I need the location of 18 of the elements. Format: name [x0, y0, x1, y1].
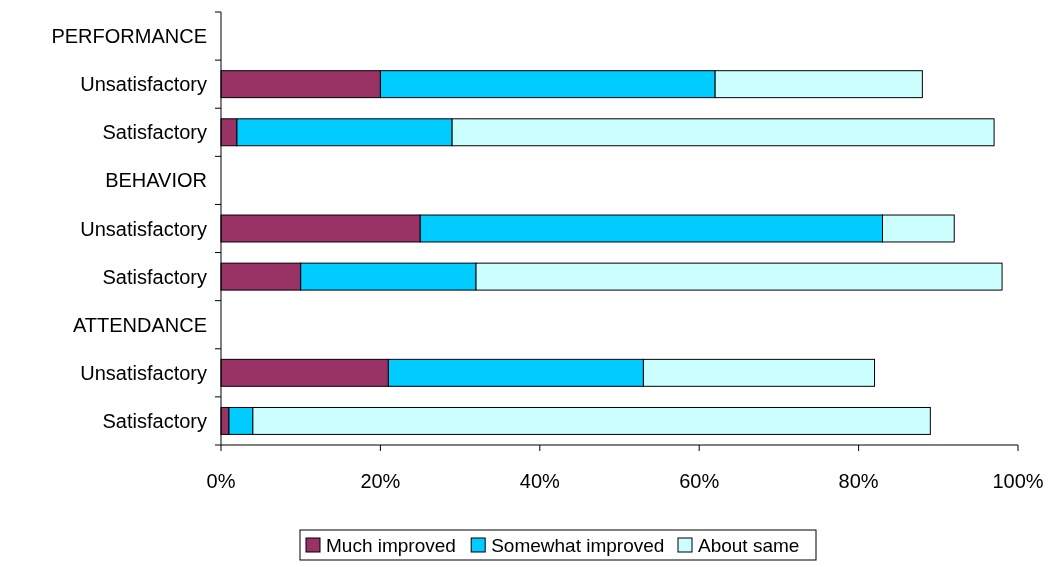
x-tick-label: 80% [838, 470, 879, 492]
legend-label: Much improved [326, 535, 456, 556]
y-tick-label: Unsatisfactory [80, 73, 207, 96]
y-tick-label: Satisfactory [102, 265, 207, 288]
legend-label: About same [698, 535, 800, 556]
x-tick-label: 60% [679, 470, 720, 492]
x-tick-label: 100% [992, 470, 1044, 492]
y-tick-label: Satisfactory [102, 121, 207, 144]
y-tick-label: PERFORMANCE [51, 25, 207, 48]
legend-label: Somewhat improved [491, 535, 665, 556]
y-tick-label: Satisfactory [102, 409, 207, 432]
x-tick-label: 20% [360, 470, 401, 492]
y-tick-label: ATTENDANCE [72, 313, 207, 336]
y-tick-label: Unsatisfactory [80, 217, 207, 240]
y-tick-label: Unsatisfactory [80, 361, 207, 384]
x-tick-label: 0% [206, 470, 236, 492]
y-tick-label: BEHAVIOR [105, 169, 207, 192]
x-tick-label: 40% [519, 470, 561, 492]
